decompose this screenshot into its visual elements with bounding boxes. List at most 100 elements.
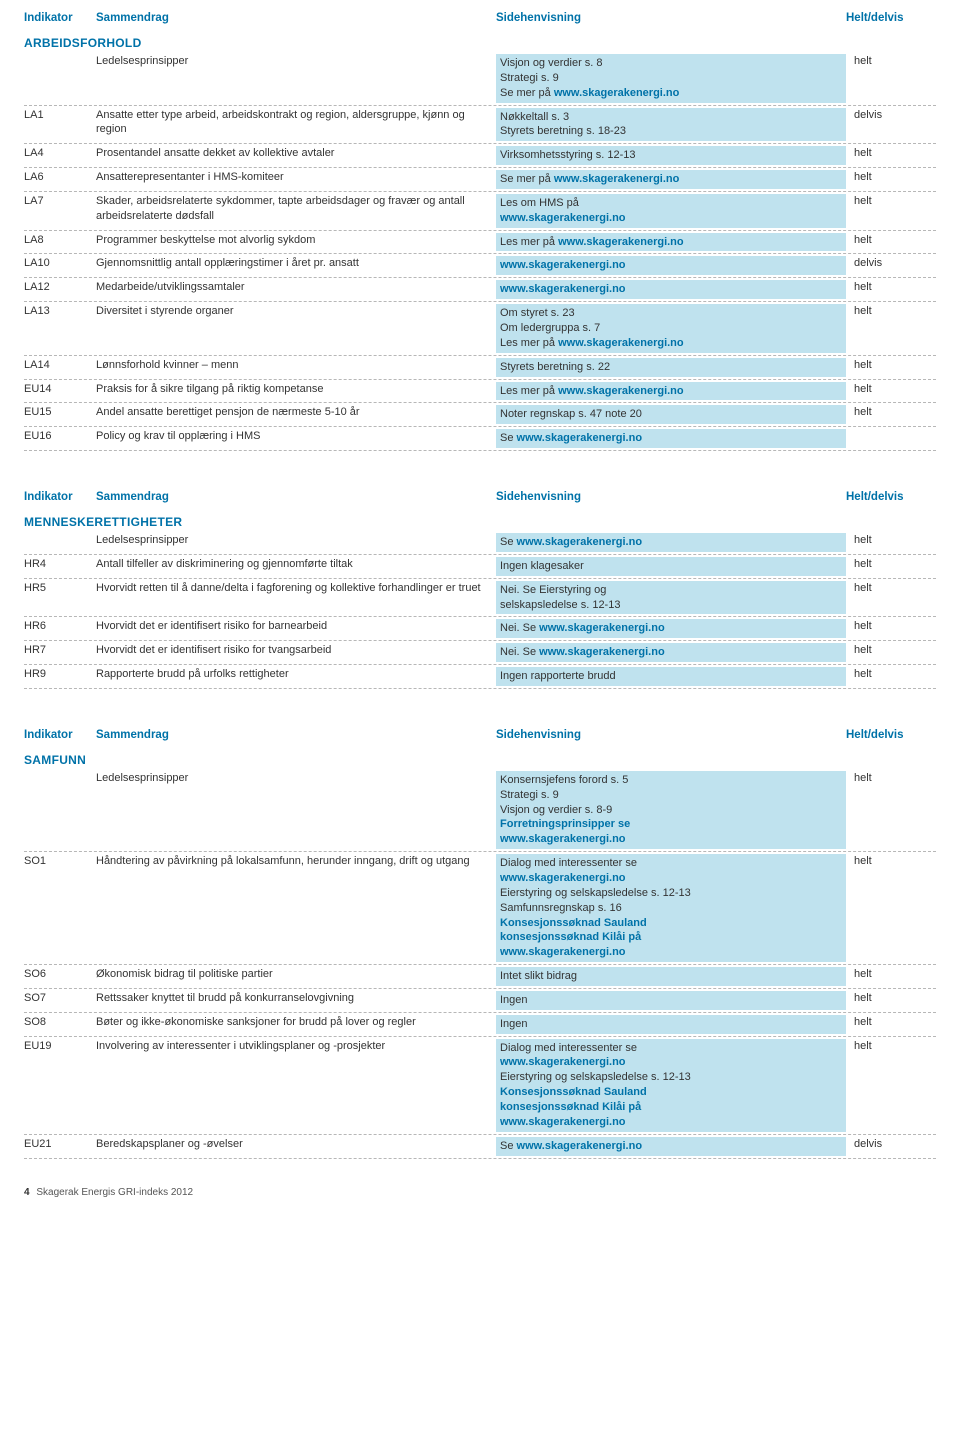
external-link[interactable]: www.skagerakenergi.no xyxy=(517,432,643,444)
external-link[interactable]: www.skagerakenergi.no xyxy=(500,833,626,845)
external-link[interactable]: www.skagerakenergi.no xyxy=(539,622,665,634)
summary-cell: Hvorvidt det er identifisert risiko for … xyxy=(96,643,496,658)
header-ind: Indikator xyxy=(24,729,96,741)
summary-cell: Praksis for å sikre tilgang på riktig ko… xyxy=(96,382,496,397)
summary-cell: Antall tilfeller av diskriminering og gj… xyxy=(96,557,496,572)
header-side: Sidehenvisning xyxy=(496,491,846,503)
side-ref-with-link: Se www.skagerakenergi.no xyxy=(500,535,842,550)
side-ref-text: Intet slikt bidrag xyxy=(500,969,842,984)
side-ref-with-link: www.skagerakenergi.no xyxy=(500,832,842,847)
page-number: 4 xyxy=(24,1187,30,1198)
indicator-cell: LA12 xyxy=(24,280,96,295)
section-block: IndikatorSammendragSidehenvisningHelt/de… xyxy=(24,0,936,451)
section-block: IndikatorSammendragSidehenvisningHelt/de… xyxy=(24,717,936,1159)
side-ref-text: Virksomhetsstyring s. 12-13 xyxy=(500,148,842,163)
side-cell: Se mer på www.skagerakenergi.no xyxy=(496,170,846,189)
table-row: LedelsesprinsipperSe www.skagerakenergi.… xyxy=(24,531,936,555)
table-row: SO8Bøter og ikke-økonomiske sanksjoner f… xyxy=(24,1013,936,1037)
side-ref-text: Eierstyring og selskapsledelse s. 12-13 xyxy=(500,1070,842,1085)
external-link[interactable]: www.skagerakenergi.no xyxy=(500,1056,626,1068)
external-link[interactable]: www.skagerakenergi.no xyxy=(500,1116,626,1128)
side-ref-text: Konsernsjefens forord s. 5 xyxy=(500,773,842,788)
side-ref-with-link: Nei. Se www.skagerakenergi.no xyxy=(500,645,842,660)
table-row: EU15Andel ansatte berettiget pensjon de … xyxy=(24,403,936,427)
side-cell: www.skagerakenergi.no xyxy=(496,280,846,299)
side-ref-with-link: Les mer på www.skagerakenergi.no xyxy=(500,336,842,351)
indicator-cell: HR5 xyxy=(24,581,96,596)
summary-cell: Hvorvidt retten til å danne/delta i fagf… xyxy=(96,581,496,596)
external-link[interactable]: www.skagerakenergi.no xyxy=(500,259,626,271)
table-row: LedelsesprinsipperKonsernsjefens forord … xyxy=(24,769,936,852)
indicator-cell: LA13 xyxy=(24,304,96,319)
table-row: SO1Håndtering av påvirkning på lokalsamf… xyxy=(24,852,936,965)
indicator-cell: HR7 xyxy=(24,643,96,658)
side-ref-text: Les om HMS på xyxy=(500,196,842,211)
side-ref-with-link: www.skagerakenergi.no xyxy=(500,1055,842,1070)
footer-text: Skagerak Energis GRI-indeks 2012 xyxy=(36,1187,193,1198)
heltdelvis-cell: helt xyxy=(846,233,936,248)
side-ref-text: Ingen xyxy=(500,993,842,1008)
side-ref-text: Nei. Se Eierstyring og xyxy=(500,583,842,598)
external-link[interactable]: www.skagerakenergi.no xyxy=(554,173,680,185)
side-cell: Styrets beretning s. 22 xyxy=(496,358,846,377)
side-ref-text: Strategi s. 9 xyxy=(500,788,842,803)
table-row: HR9Rapporterte brudd på urfolks rettighe… xyxy=(24,665,936,689)
table-row: HR7Hvorvidt det er identifisert risiko f… xyxy=(24,641,936,665)
side-ref-with-link: www.skagerakenergi.no xyxy=(500,258,842,273)
side-cell: Se www.skagerakenergi.no xyxy=(496,533,846,552)
summary-cell: Rapporterte brudd på urfolks rettigheter xyxy=(96,667,496,682)
heltdelvis-cell: helt xyxy=(846,967,936,982)
table-row: LA4Prosentandel ansatte dekket av kollek… xyxy=(24,144,936,168)
external-link[interactable]: www.skagerakenergi.no xyxy=(500,283,626,295)
section-block: IndikatorSammendragSidehenvisningHelt/de… xyxy=(24,479,936,689)
summary-cell: Ledelsesprinsipper xyxy=(96,54,496,69)
side-ref-with-link: Les mer på www.skagerakenergi.no xyxy=(500,235,842,250)
external-link[interactable]: www.skagerakenergi.no xyxy=(558,337,684,349)
external-link[interactable]: www.skagerakenergi.no xyxy=(500,946,626,958)
header-sam: Sammendrag xyxy=(96,12,496,24)
side-ref-text: Styrets beretning s. 22 xyxy=(500,360,842,375)
heltdelvis-cell: helt xyxy=(846,382,936,397)
table-row: HR5Hvorvidt retten til å danne/delta i f… xyxy=(24,579,936,618)
side-cell: Visjon og verdier s. 8Strategi s. 9Se me… xyxy=(496,54,846,103)
header-helt: Helt/delvis xyxy=(846,491,936,503)
side-ref-with-link: Se mer på www.skagerakenergi.no xyxy=(500,86,842,101)
side-cell: Dialog med interessenter sewww.skagerake… xyxy=(496,1039,846,1132)
table-row: SO7Rettssaker knyttet til brudd på konku… xyxy=(24,989,936,1013)
table-row: LA1Ansatte etter type arbeid, arbeidskon… xyxy=(24,106,936,145)
external-link[interactable]: www.skagerakenergi.no xyxy=(517,1140,643,1152)
heltdelvis-cell: helt xyxy=(846,405,936,420)
table-header-row: IndikatorSammendragSidehenvisningHelt/de… xyxy=(24,479,936,511)
heltdelvis-cell: helt xyxy=(846,1015,936,1030)
external-link[interactable]: www.skagerakenergi.no xyxy=(500,212,626,224)
table-row: LA6Ansatterepresentanter i HMS-komiteerS… xyxy=(24,168,936,192)
heltdelvis-cell: helt xyxy=(846,146,936,161)
table-row: LA12Medarbeide/utviklingssamtaler www.sk… xyxy=(24,278,936,302)
external-link[interactable]: www.skagerakenergi.no xyxy=(500,872,626,884)
header-sam: Sammendrag xyxy=(96,491,496,503)
indicator-cell: LA4 xyxy=(24,146,96,161)
indicator-cell: HR9 xyxy=(24,667,96,682)
external-link[interactable]: www.skagerakenergi.no xyxy=(539,646,665,658)
side-cell: Noter regnskap s. 47 note 20 xyxy=(496,405,846,424)
heltdelvis-cell: helt xyxy=(846,54,936,69)
side-ref-text: Nøkkeltall s. 3 xyxy=(500,110,842,125)
table-row: LA10Gjennomsnittlig antall opplæringstim… xyxy=(24,254,936,278)
table-row: EU21Beredskapsplaner og -øvelserSe www.s… xyxy=(24,1135,936,1159)
heltdelvis-cell: helt xyxy=(846,358,936,373)
header-sam: Sammendrag xyxy=(96,729,496,741)
table-row: LedelsesprinsipperVisjon og verdier s. 8… xyxy=(24,52,936,106)
side-ref-text: selskapsledelse s. 12-13 xyxy=(500,598,842,613)
external-link[interactable]: www.skagerakenergi.no xyxy=(554,87,680,99)
table-row: HR6Hvorvidt det er identifisert risiko f… xyxy=(24,617,936,641)
side-cell: Virksomhetsstyring s. 12-13 xyxy=(496,146,846,165)
header-side: Sidehenvisning xyxy=(496,729,846,741)
external-link[interactable]: www.skagerakenergi.no xyxy=(558,236,684,248)
external-link[interactable]: www.skagerakenergi.no xyxy=(558,385,684,397)
external-link[interactable]: www.skagerakenergi.no xyxy=(517,536,643,548)
side-ref-text: Ingen klagesaker xyxy=(500,559,842,574)
summary-cell: Diversitet i styrende organer xyxy=(96,304,496,319)
heltdelvis-cell: helt xyxy=(846,991,936,1006)
side-ref-text: Om styret s. 23 xyxy=(500,306,842,321)
heltdelvis-cell: helt xyxy=(846,557,936,572)
